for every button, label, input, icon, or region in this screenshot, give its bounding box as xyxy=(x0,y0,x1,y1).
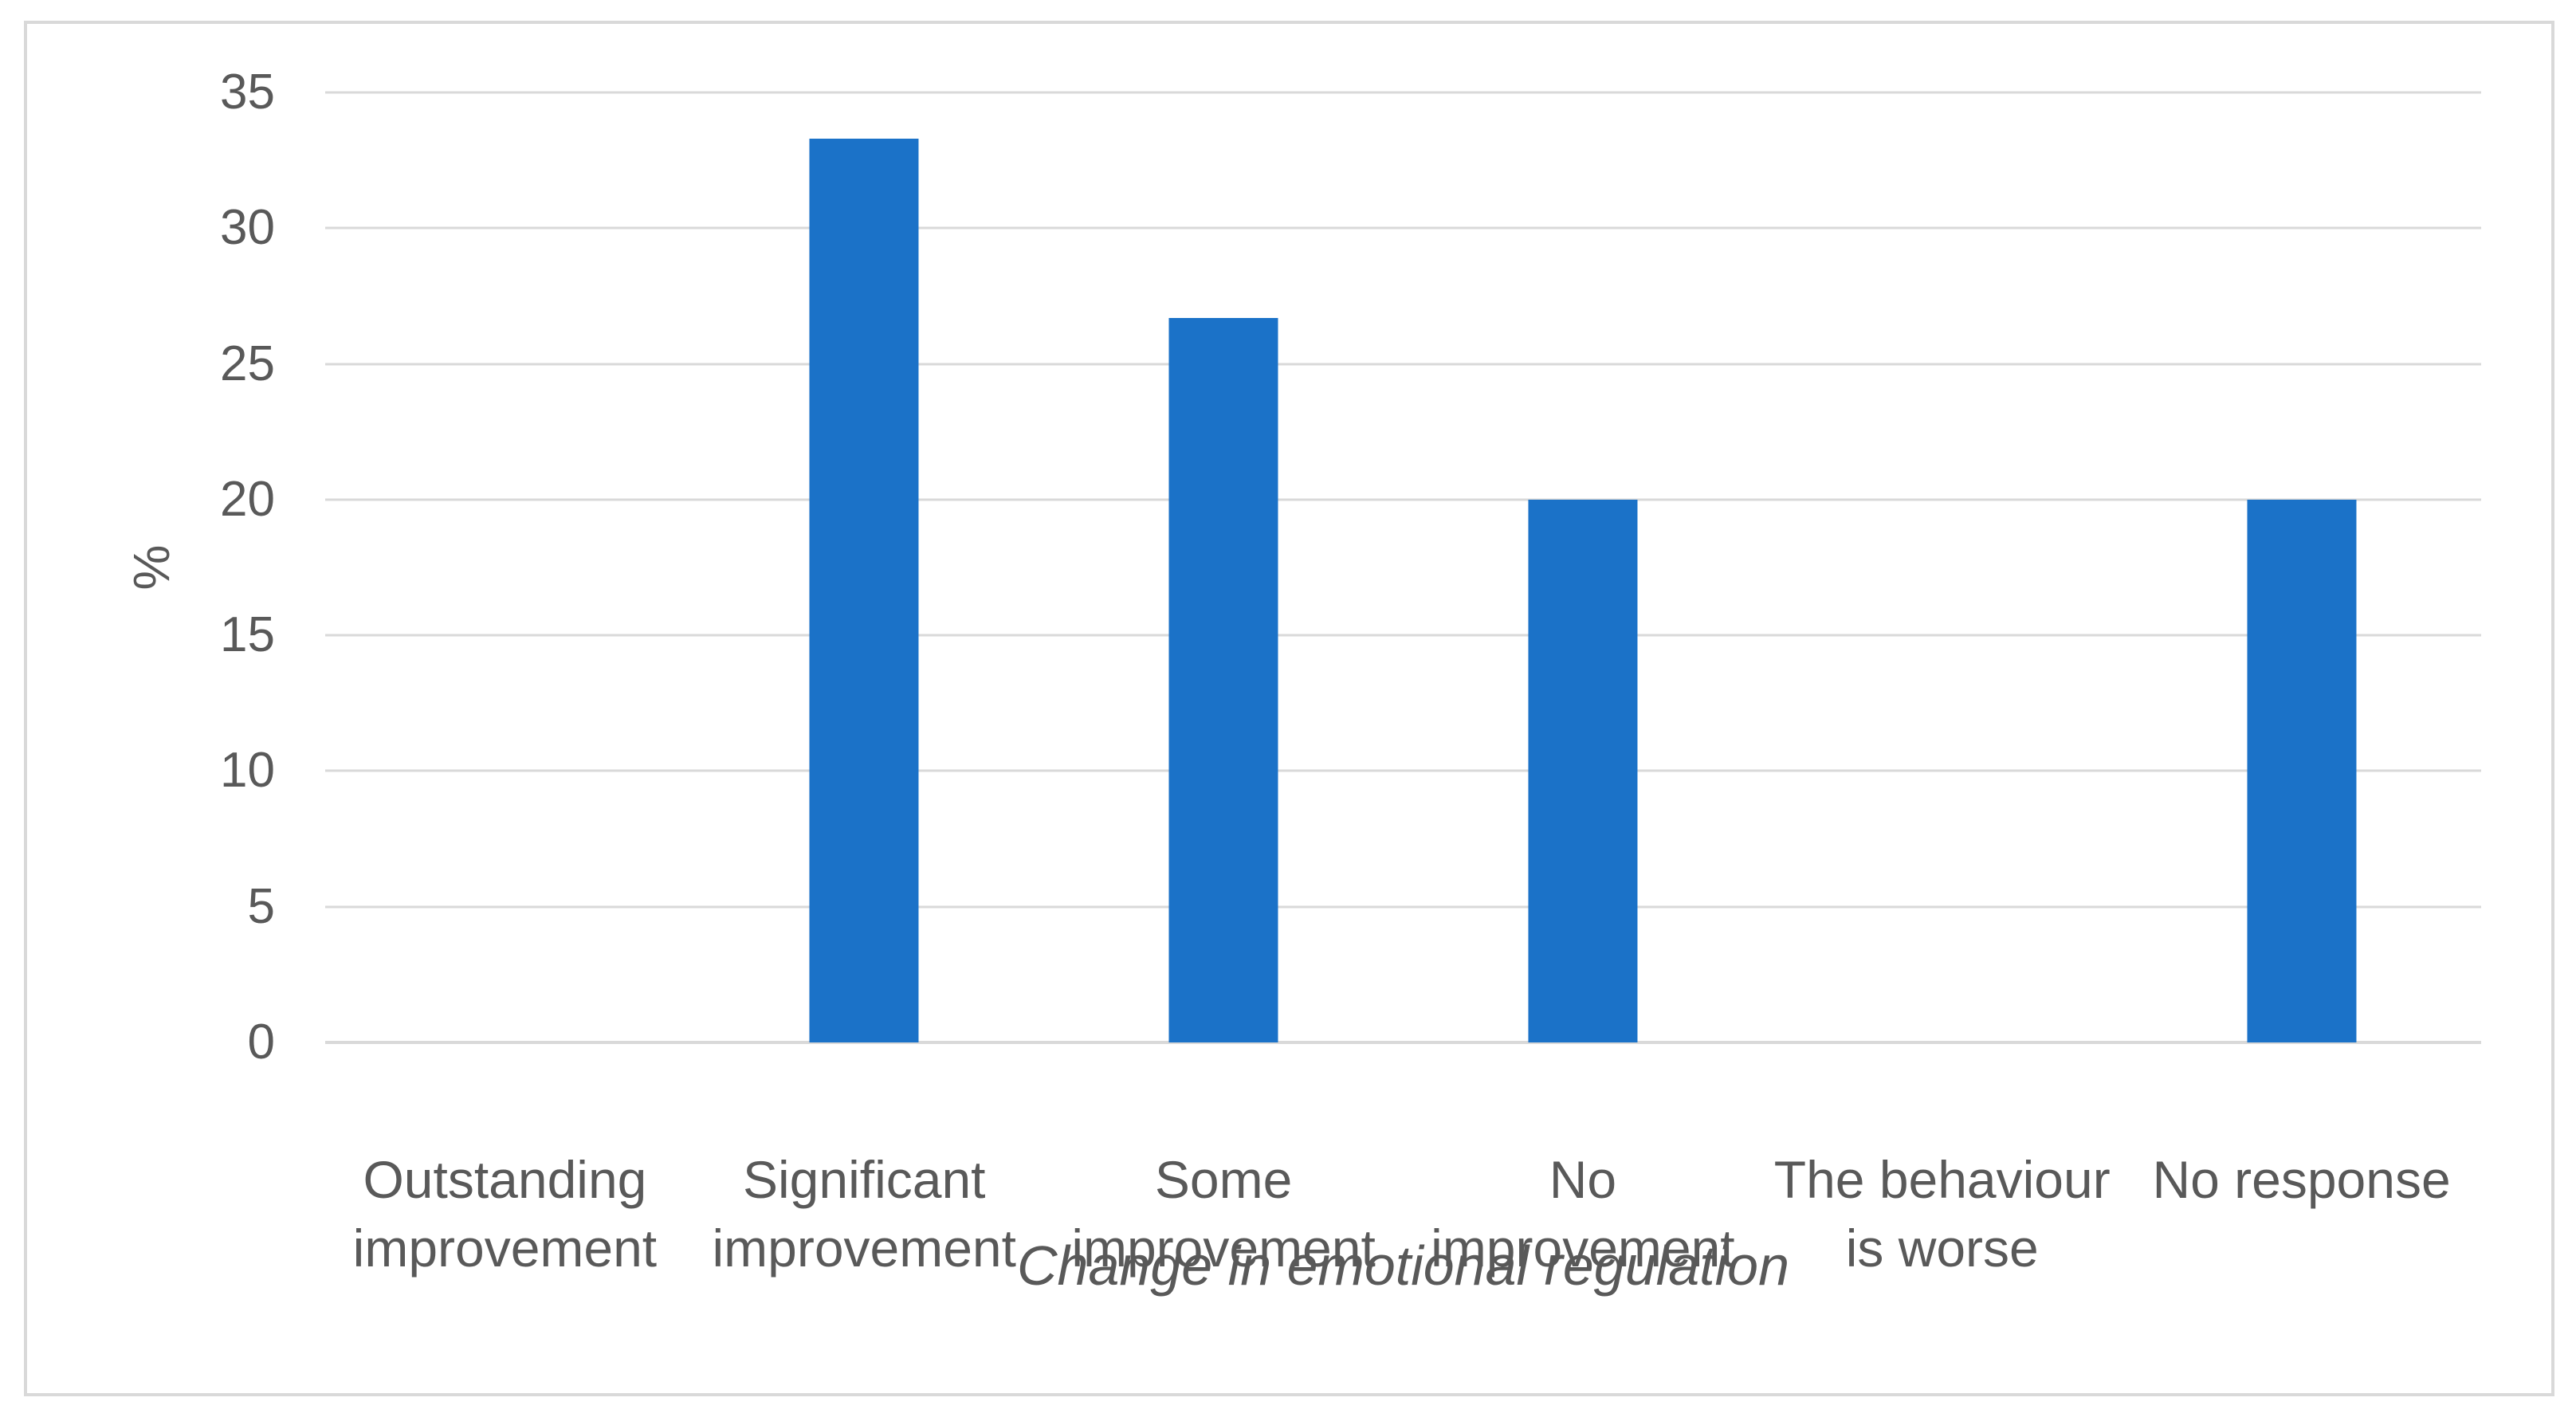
y-tick-label-15: 15 xyxy=(220,607,275,663)
y-tick-label-25: 25 xyxy=(220,336,275,391)
bar-slot-5 xyxy=(2122,92,2481,1042)
y-tick-label-10: 10 xyxy=(220,743,275,799)
gridline-20 xyxy=(325,498,2481,501)
x-tick-label-3: No improvement xyxy=(1431,1150,1735,1278)
x-tick-label-2: Some improvement xyxy=(1071,1150,1376,1278)
y-tick-label-0: 0 xyxy=(247,1015,275,1070)
x-axis-ticks: Outstanding improvement Significant impro… xyxy=(325,1146,2481,1283)
x-tick-label-0: Outstanding improvement xyxy=(352,1150,658,1278)
x-tick-label-4: The behaviour is worse xyxy=(1773,1150,2111,1278)
chart-frame xyxy=(24,21,2554,1396)
bars xyxy=(325,92,2481,1042)
bar-1 xyxy=(809,138,919,1042)
gridline-10 xyxy=(325,769,2481,772)
bar-slot-4 xyxy=(1762,92,2122,1042)
y-axis-ticks: 35 30 25 20 15 10 5 0 xyxy=(48,68,275,1067)
gridline-15 xyxy=(325,634,2481,637)
y-tick-label-5: 5 xyxy=(247,878,275,934)
x-axis-line xyxy=(325,1041,2481,1044)
x-tick-label-1: Significant improvement xyxy=(712,1150,1016,1278)
y-tick-label-20: 20 xyxy=(220,471,275,527)
bar-2 xyxy=(1168,317,1278,1042)
gridline-35 xyxy=(325,91,2481,94)
bar-3 xyxy=(1528,499,1638,1042)
bar-slot-1 xyxy=(685,92,1044,1042)
bar-5 xyxy=(2247,499,2357,1042)
bar-slot-3 xyxy=(1403,92,1762,1042)
x-axis-title: Change in emotional regulation xyxy=(1017,1235,1789,1297)
gridline-25 xyxy=(325,363,2481,366)
y-tick-label-35: 35 xyxy=(220,65,275,120)
gridline-30 xyxy=(325,226,2481,230)
bar-slot-0 xyxy=(325,92,685,1042)
gridline-5 xyxy=(325,905,2481,909)
plot-area xyxy=(325,91,2481,1044)
y-tick-label-30: 30 xyxy=(220,200,275,256)
bar-slot-2 xyxy=(1044,92,1404,1042)
x-tick-label-5: No response xyxy=(2152,1150,2451,1209)
